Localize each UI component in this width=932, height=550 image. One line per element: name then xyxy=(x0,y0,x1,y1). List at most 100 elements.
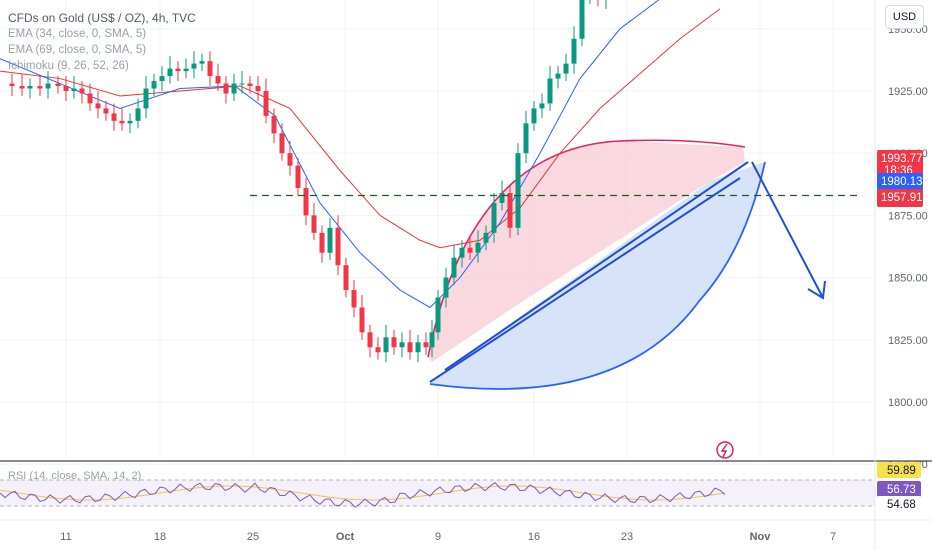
candle-body xyxy=(95,103,101,109)
rsi-level-tag xyxy=(877,462,921,478)
rsi-signal-line xyxy=(0,485,726,501)
candle-body xyxy=(375,347,381,353)
candle-body xyxy=(367,332,373,348)
candle-body xyxy=(9,83,15,87)
rsi-level-value: 54.68 xyxy=(887,499,916,511)
y-tick-label: 1825.00 xyxy=(888,335,928,347)
candle-body xyxy=(239,83,245,85)
candle-body xyxy=(119,120,125,124)
candle-body xyxy=(383,337,389,353)
arc-top-fill xyxy=(428,141,745,362)
rsi-level-tag xyxy=(877,496,921,512)
lightning-icon xyxy=(716,441,734,459)
candle-body xyxy=(531,108,537,124)
currency-selector-button[interactable]: USD xyxy=(885,5,924,29)
y-tick-label: 1800.00 xyxy=(888,397,928,409)
candle-body xyxy=(407,342,413,353)
x-tick-label: 18 xyxy=(154,531,166,543)
candle-body xyxy=(207,61,213,77)
price-tag-value: 1957.91 xyxy=(881,192,923,204)
candle-body xyxy=(45,83,51,89)
candle-body xyxy=(515,153,521,228)
candle-body xyxy=(467,247,473,253)
candle-body xyxy=(475,242,481,253)
price-tag-box xyxy=(877,173,923,191)
candle-body xyxy=(523,123,529,154)
chart-legend: CFDs on Gold (US$ / OZ), 4h, TVC EMA (34… xyxy=(8,10,196,74)
candle-body xyxy=(335,227,341,266)
x-tick-label: 16 xyxy=(528,531,540,543)
candle-body xyxy=(111,113,117,121)
rsi-level-tag xyxy=(877,481,921,497)
indicator-ema34-label[interactable]: EMA (34, close, 0, SMA, 5) xyxy=(8,28,147,40)
candle-body xyxy=(199,61,205,64)
indicator-ema69-label[interactable]: EMA (69, close, 0, SMA, 5) xyxy=(8,44,147,56)
candle-body xyxy=(143,88,149,109)
x-tick-label: Oct xyxy=(336,531,355,543)
projection-arrow-head xyxy=(807,280,826,300)
candle-body xyxy=(127,120,133,124)
candle-body xyxy=(563,63,569,74)
candle-body xyxy=(311,215,317,233)
candle-body xyxy=(351,290,357,308)
candle-body xyxy=(279,133,285,154)
candle-body xyxy=(263,91,269,116)
rsi-level-value: 59.89 xyxy=(887,465,916,477)
candle-body xyxy=(215,76,221,84)
candle-body xyxy=(391,337,397,348)
candle-body xyxy=(555,73,561,79)
candle-body xyxy=(79,88,85,94)
candle-body xyxy=(571,38,577,64)
candle-body xyxy=(415,342,421,353)
candle-body xyxy=(71,88,77,91)
x-tick-label: 25 xyxy=(247,531,259,543)
price-tag-value: 1993.77 xyxy=(881,153,923,165)
candle-body xyxy=(103,108,109,114)
candle-body xyxy=(231,83,237,94)
y-tick-label: 1850.00 xyxy=(888,273,928,285)
candle-body xyxy=(579,0,585,39)
candle-body xyxy=(27,86,33,89)
candle-body xyxy=(37,86,43,89)
candle-body xyxy=(399,342,405,348)
y-tick-label: 1875.00 xyxy=(888,210,928,222)
candle-body xyxy=(435,297,441,333)
rsi-band xyxy=(0,480,875,506)
candle-body xyxy=(159,76,165,82)
candle-body xyxy=(539,103,545,109)
candle-body xyxy=(443,277,449,298)
indicator-ichimoku-label[interactable]: Ichimoku (9, 26, 52, 26) xyxy=(8,60,129,72)
lightning-icon-bolt xyxy=(720,443,728,458)
candle-body xyxy=(223,83,229,94)
candle-body xyxy=(451,257,457,278)
y-tick-label: 1925.00 xyxy=(888,86,928,98)
candle-body xyxy=(247,83,253,87)
candle-body xyxy=(19,86,25,89)
x-tick-label: 7 xyxy=(830,531,836,543)
candle-body xyxy=(483,232,489,243)
arc-bottom-fill xyxy=(430,162,765,389)
candle-body xyxy=(343,265,349,291)
ema69-line xyxy=(0,8,721,249)
candle-body xyxy=(271,115,277,134)
rsi-indicator-label[interactable]: RSI (14, close, SMA, 14, 2) xyxy=(8,470,142,482)
candle-body xyxy=(319,232,325,253)
candle-body xyxy=(327,227,333,253)
arc-bottom-curve xyxy=(429,161,766,390)
candle-body xyxy=(429,332,435,348)
candle-body xyxy=(175,68,181,72)
candle-body xyxy=(459,247,465,258)
candle-body xyxy=(191,63,197,69)
candle-body xyxy=(167,68,173,77)
candle-body xyxy=(491,202,497,233)
candle-body xyxy=(303,188,309,216)
price-tag-box xyxy=(877,150,923,175)
trendline-upper xyxy=(444,161,749,371)
trendline-lower xyxy=(429,177,741,383)
price-tag-value: 1980.13 xyxy=(881,176,923,188)
rsi-line xyxy=(0,482,726,508)
x-tick-label: 9 xyxy=(435,531,441,543)
candle-body xyxy=(359,307,365,333)
candle-body xyxy=(499,193,505,203)
